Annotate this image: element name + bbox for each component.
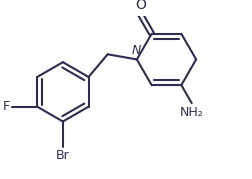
Text: Br: Br <box>56 149 70 162</box>
Text: N: N <box>132 44 141 57</box>
Text: NH₂: NH₂ <box>179 106 203 119</box>
Text: F: F <box>3 100 10 113</box>
Text: O: O <box>135 0 146 12</box>
